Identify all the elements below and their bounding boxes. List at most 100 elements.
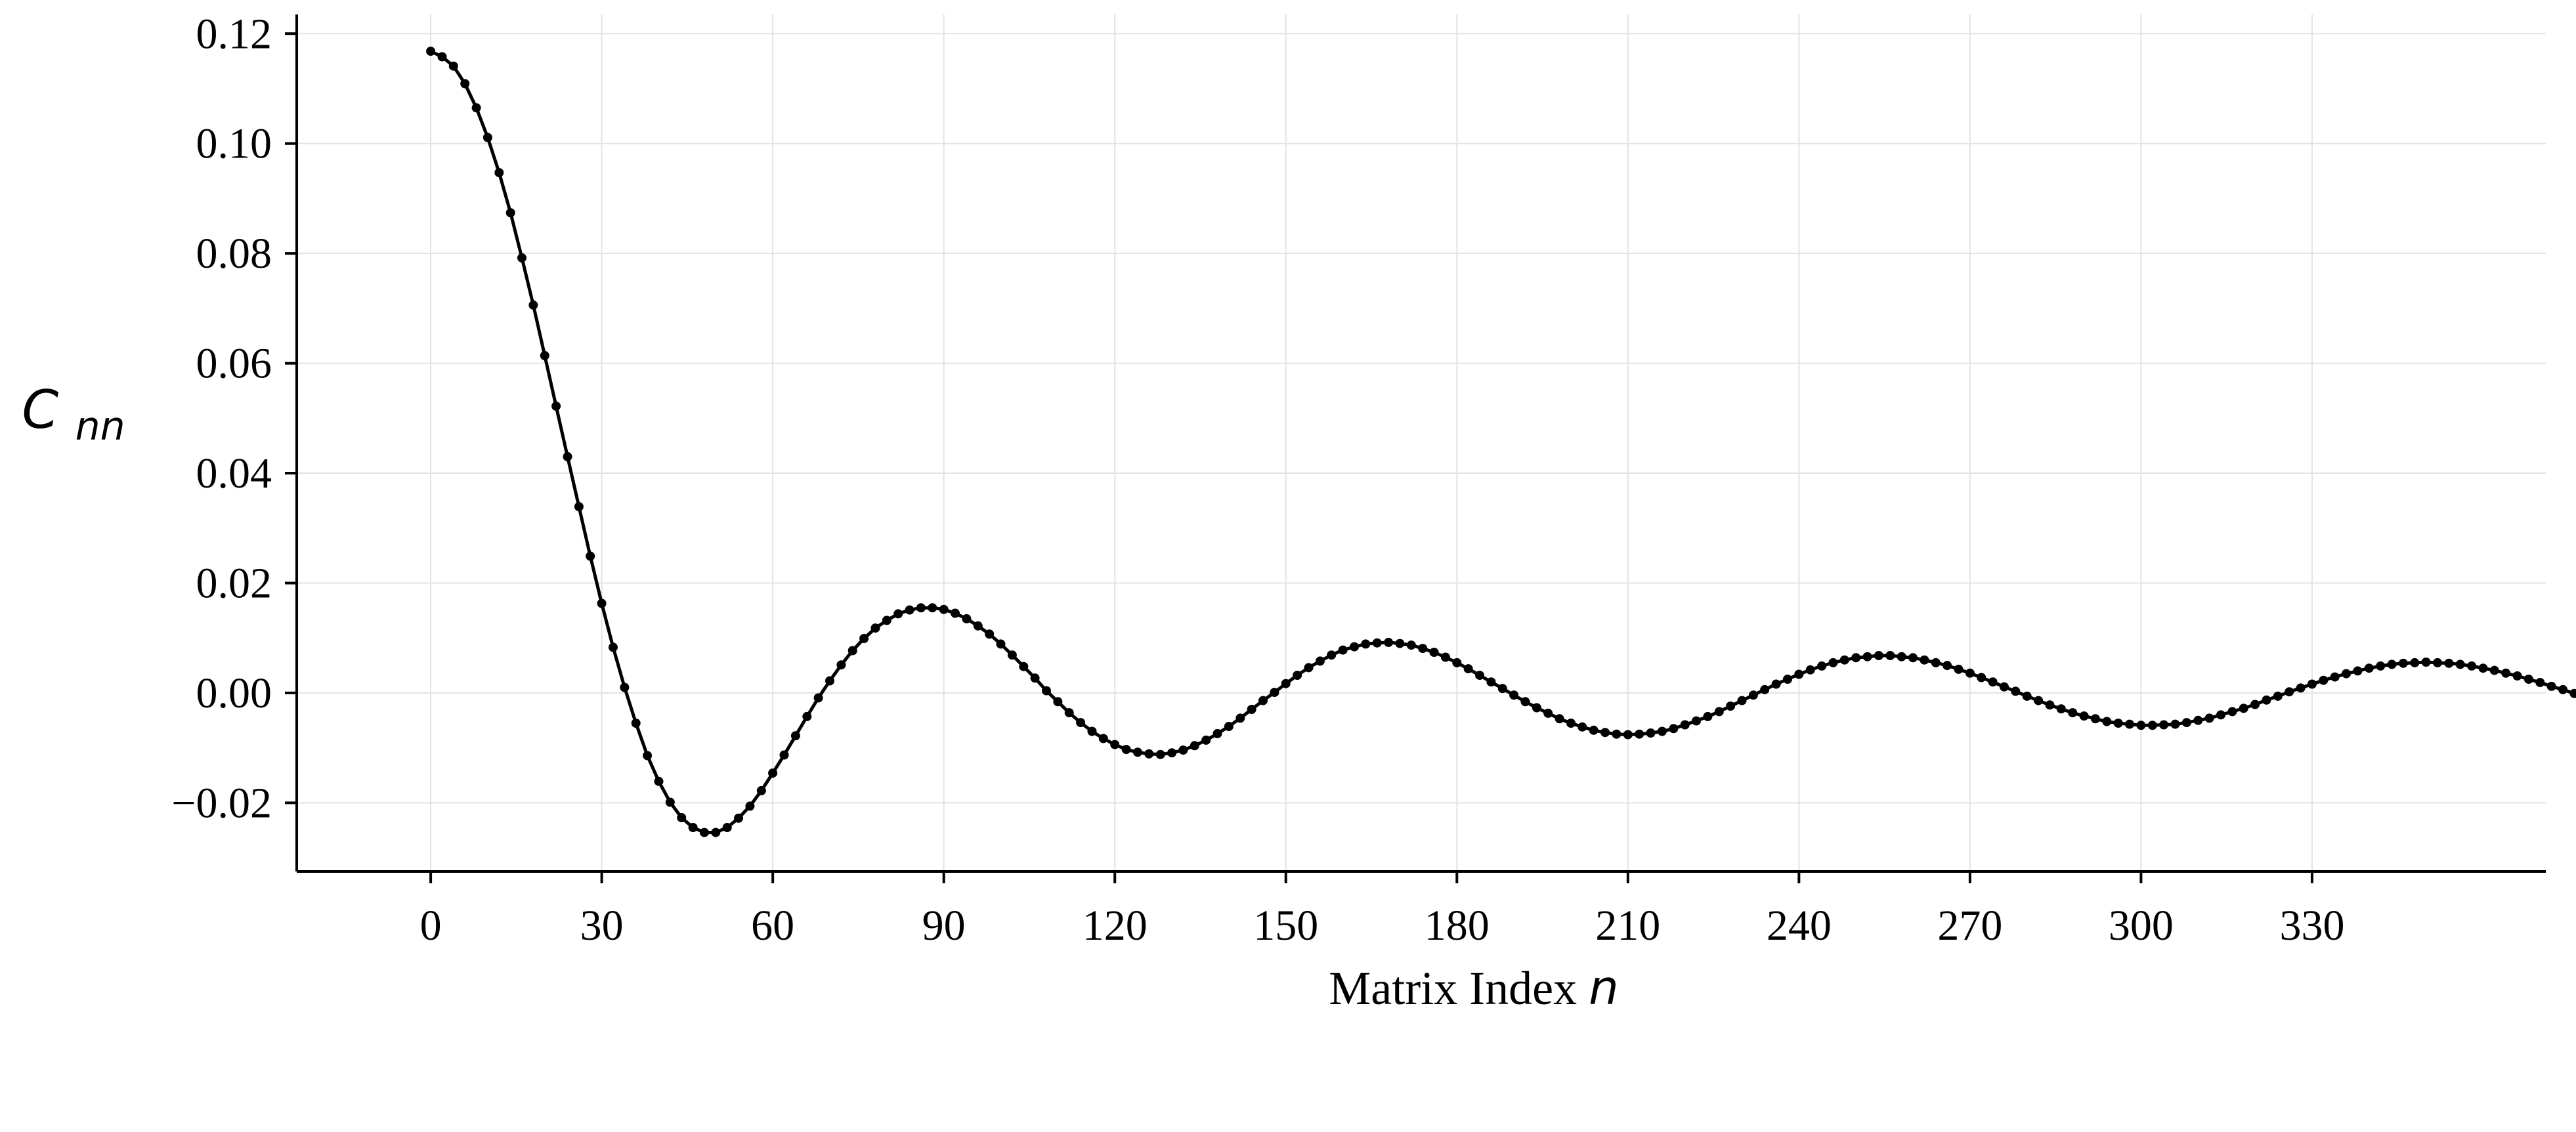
data-point: [1509, 690, 1519, 700]
data-point: [483, 133, 492, 142]
data-point: [1635, 729, 1644, 739]
data-point: [2421, 658, 2431, 667]
x-tick-label: 270: [1937, 902, 2002, 950]
data-point: [2181, 718, 2191, 728]
data-point: [1828, 658, 1838, 667]
data-point: [665, 797, 675, 807]
series: [426, 47, 2576, 837]
data-point: [1064, 708, 1074, 718]
data-point: [1486, 677, 1496, 687]
x-axis-label-variable: n: [1589, 960, 1619, 1015]
x-tick-label: 90: [922, 902, 966, 950]
data-point: [2193, 715, 2203, 725]
data-point: [2467, 661, 2477, 671]
data-point: [870, 623, 880, 633]
data-point: [1862, 652, 1872, 661]
y-tick-label: 0.08: [196, 230, 272, 278]
data-point: [1851, 653, 1861, 663]
data-point: [1155, 749, 1165, 759]
data-point: [1133, 747, 1142, 757]
x-tick-label: 210: [1595, 902, 1660, 950]
data-point: [1042, 686, 1051, 696]
data-point: [2410, 658, 2420, 667]
data-point: [1532, 703, 1541, 713]
data-point: [699, 828, 709, 837]
data-point: [2478, 663, 2488, 673]
data-point: [962, 614, 972, 623]
data-point: [2319, 675, 2329, 685]
data-point: [460, 79, 470, 89]
data-point: [1748, 690, 1758, 700]
data-point: [1589, 725, 1599, 735]
axes: [295, 14, 2546, 873]
data-point: [1440, 652, 1450, 662]
data-point: [2216, 710, 2225, 720]
data-point: [677, 813, 687, 822]
data-point: [448, 61, 458, 71]
data-point: [1452, 658, 1462, 667]
data-point: [2102, 717, 2112, 726]
data-point: [2387, 660, 2397, 669]
data-point: [1224, 722, 1234, 731]
x-axis-label-text: Matrix Index: [1329, 962, 1577, 1015]
data-point: [1760, 684, 1770, 694]
data-point: [609, 642, 618, 652]
data-point: [1030, 673, 1040, 683]
data-point: [2353, 666, 2363, 676]
data-point: [2170, 719, 2180, 729]
data-point: [2090, 714, 2100, 724]
data-point: [928, 603, 937, 613]
axis-labels: Matrix Index n C nn: [22, 379, 1618, 1015]
data-point: [1555, 714, 1564, 724]
data-point: [1293, 671, 1302, 681]
data-point: [1714, 707, 1724, 717]
data-point: [1007, 650, 1017, 660]
data-point: [1076, 718, 1086, 728]
data-point: [1657, 726, 1667, 736]
data-point: [1885, 651, 1895, 660]
data-point: [631, 719, 641, 728]
data-point: [2159, 720, 2169, 730]
data-point: [1543, 708, 1553, 718]
data-point: [1783, 675, 1792, 684]
x-tick-label: 30: [580, 902, 624, 950]
data-point: [1600, 728, 1610, 738]
data-point: [1270, 688, 1279, 698]
data-point: [2489, 665, 2499, 675]
data-point: [2136, 721, 2146, 730]
data-point: [1771, 679, 1781, 689]
data-point: [2296, 683, 2306, 693]
data-point: [1384, 637, 1394, 647]
data-point: [2011, 686, 2021, 696]
x-tick-label: 60: [751, 902, 794, 950]
y-tick-label: 0.06: [196, 340, 272, 388]
data-point: [2147, 721, 2157, 730]
data-point: [1213, 728, 1222, 738]
y-tick-label: 0.10: [196, 120, 272, 168]
data-point: [1338, 645, 1348, 655]
data-point: [1737, 696, 1747, 705]
data-point: [1520, 697, 1530, 707]
data-point: [1350, 642, 1359, 652]
data-point: [2569, 688, 2576, 698]
data-point: [471, 103, 481, 113]
data-point: [1669, 724, 1679, 734]
data-point: [540, 350, 549, 360]
data-point: [2523, 675, 2533, 684]
data-point: [574, 502, 584, 512]
data-point: [2204, 713, 2214, 723]
data-point: [916, 603, 926, 613]
data-point: [2558, 684, 2568, 694]
data-point: [620, 682, 630, 692]
data-point: [1144, 749, 1154, 759]
data-point: [2273, 691, 2283, 701]
data-point: [734, 813, 743, 823]
data-point: [2444, 658, 2454, 668]
data-point: [1726, 702, 1736, 711]
data-point: [437, 52, 447, 62]
data-point: [2034, 696, 2044, 705]
data-point: [597, 598, 607, 608]
data-point: [745, 801, 755, 811]
